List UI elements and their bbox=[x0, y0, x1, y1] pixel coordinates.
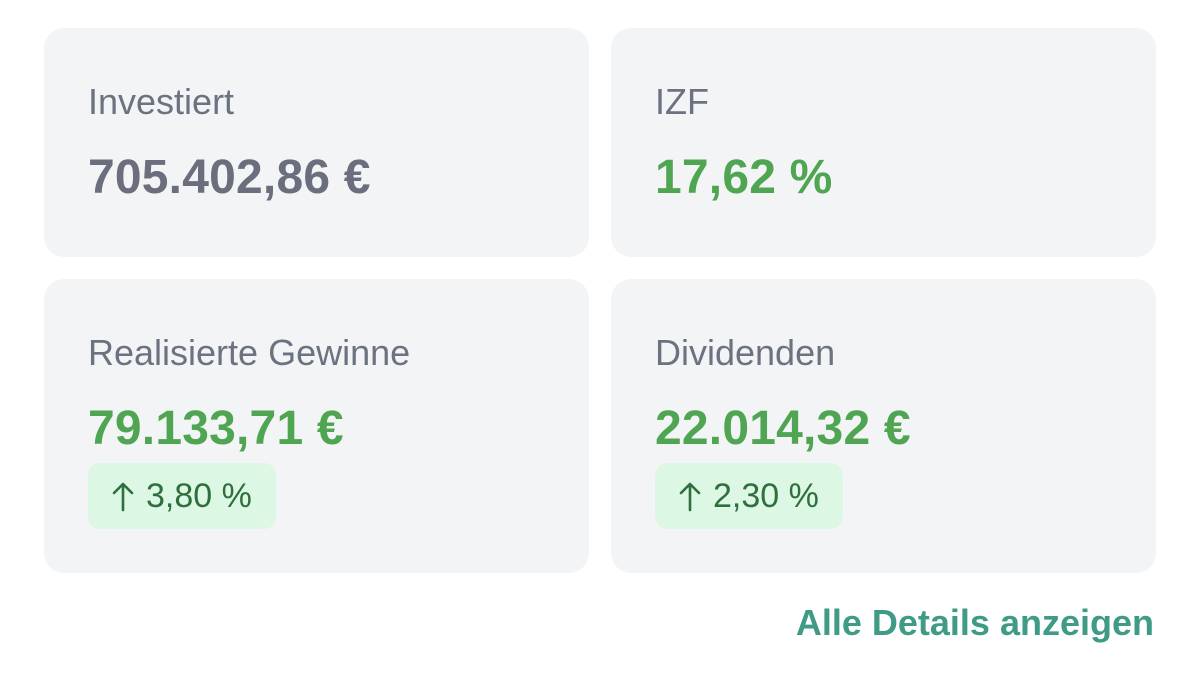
card-value: 22.014,32 € bbox=[655, 402, 911, 455]
arrow-up-icon bbox=[679, 480, 701, 512]
card-label: Realisierte Gewinne bbox=[88, 332, 411, 373]
change-value: 2,30 % bbox=[713, 477, 819, 515]
card-realisierte-gewinne: Realisierte Gewinne 79.133,71 € 3,80 % bbox=[44, 279, 589, 573]
card-investiert: Investiert 705.402,86 € bbox=[44, 28, 589, 257]
card-dividenden: Dividenden 22.014,32 € 2,30 % bbox=[611, 279, 1156, 573]
change-badge: 3,80 % bbox=[88, 463, 276, 529]
change-value: 3,80 % bbox=[146, 477, 252, 515]
card-label: Investiert bbox=[88, 81, 235, 122]
change-badge: 2,30 % bbox=[655, 463, 843, 529]
card-value: 705.402,86 € bbox=[88, 151, 371, 204]
card-value: 79.133,71 € bbox=[88, 402, 344, 455]
card-label: IZF bbox=[655, 81, 709, 122]
card-izf: IZF 17,62 % bbox=[611, 28, 1156, 257]
show-all-details-link[interactable]: Alle Details anzeigen bbox=[795, 602, 1154, 643]
arrow-up-icon bbox=[112, 480, 134, 512]
card-label: Dividenden bbox=[655, 332, 836, 373]
card-value: 17,62 % bbox=[655, 151, 833, 204]
